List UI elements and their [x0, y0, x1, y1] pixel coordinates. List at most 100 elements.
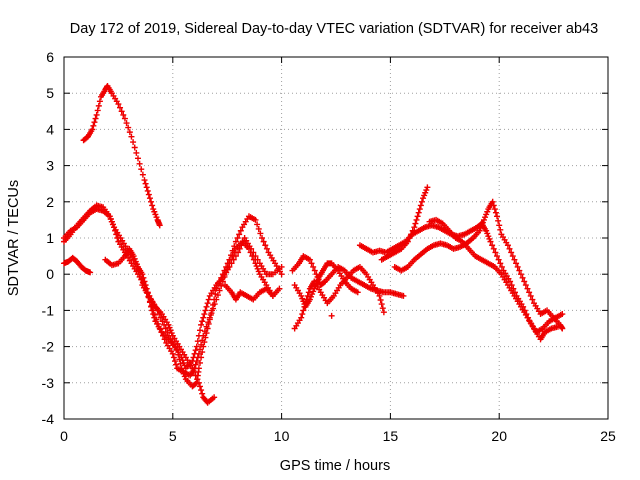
data-point	[400, 292, 407, 299]
data-point	[121, 115, 128, 122]
data-point	[151, 314, 158, 321]
data-point	[216, 287, 223, 294]
data-point	[300, 307, 307, 314]
data-point	[504, 242, 511, 249]
data-point	[173, 361, 180, 368]
data-point	[404, 238, 411, 245]
x-tick-label: 20	[491, 428, 507, 444]
data-point	[278, 263, 285, 270]
data-point	[167, 327, 174, 334]
data-point	[115, 101, 122, 108]
y-tick-label: -1	[42, 302, 55, 318]
data-point	[130, 139, 137, 146]
data-point	[94, 107, 101, 114]
data-point	[170, 354, 177, 361]
data-point	[149, 307, 156, 314]
data-point	[306, 256, 313, 263]
data-point	[120, 111, 127, 118]
data-point	[199, 349, 206, 356]
data-point	[189, 365, 196, 372]
data-point	[193, 343, 200, 350]
data-point	[321, 279, 328, 286]
data-point	[231, 243, 238, 250]
data-point	[112, 227, 119, 234]
chart-title: Day 172 of 2019, Sidereal Day-to-day VTE…	[70, 21, 598, 37]
data-point	[144, 187, 151, 194]
data-point	[309, 291, 316, 298]
data-point	[150, 206, 157, 213]
data-point	[250, 249, 257, 256]
data-point	[133, 261, 140, 268]
data-point	[507, 278, 514, 285]
data-point	[168, 330, 175, 337]
data-point	[484, 230, 491, 237]
data-point	[214, 292, 221, 299]
data-point	[479, 219, 486, 226]
data-point	[477, 225, 484, 232]
data-point	[238, 242, 245, 249]
data-point	[195, 379, 202, 386]
data-point	[190, 354, 197, 361]
data-point	[306, 296, 313, 303]
series-track-m	[378, 184, 431, 263]
data-point	[514, 263, 521, 270]
data-point	[513, 260, 520, 267]
data-point	[128, 133, 135, 140]
data-point	[492, 249, 499, 256]
data-point	[164, 329, 171, 336]
data-point	[483, 211, 490, 218]
data-point	[483, 227, 490, 234]
axis-ticks: 0 5 10 15 20 25 -4 -3 -2 -1 0 1 2 3 4 5 6	[42, 49, 616, 444]
data-point	[257, 230, 264, 237]
data-point	[254, 256, 261, 263]
series-track-g	[222, 282, 283, 303]
data-point	[415, 209, 422, 216]
y-tick-label: 0	[46, 266, 54, 282]
y-tick-label: 2	[46, 194, 54, 210]
data-point	[300, 298, 307, 305]
data-point	[489, 198, 496, 205]
data-point	[90, 122, 97, 129]
data-point	[91, 119, 98, 126]
data-point	[254, 221, 261, 228]
data-point	[524, 285, 531, 292]
data-point	[131, 144, 138, 151]
data-point	[252, 253, 259, 260]
data-point	[123, 120, 130, 127]
data-point	[199, 390, 206, 397]
series-track-o	[426, 216, 561, 343]
data-point	[254, 265, 261, 272]
data-point	[148, 198, 155, 205]
data-point	[201, 311, 208, 318]
data-point	[494, 213, 501, 220]
data-point	[136, 160, 143, 167]
data-point	[408, 231, 415, 238]
data-point	[200, 343, 207, 350]
data-point	[308, 260, 315, 267]
data-point	[423, 187, 430, 194]
data-point	[152, 211, 159, 218]
data-point	[559, 311, 566, 318]
series-track-i	[289, 253, 407, 299]
data-point	[205, 320, 212, 327]
data-point	[422, 189, 429, 196]
data-point	[204, 325, 211, 332]
data-point	[237, 227, 244, 234]
y-tick-label: 5	[46, 85, 54, 101]
data-point	[259, 235, 266, 241]
data-point	[166, 324, 173, 331]
data-point	[195, 365, 202, 372]
data-point	[497, 260, 504, 267]
data-point	[93, 111, 100, 118]
data-point	[491, 206, 498, 213]
data-point	[421, 192, 428, 199]
data-point	[409, 227, 416, 234]
data-point	[262, 242, 269, 249]
series-track-l	[356, 220, 566, 336]
x-tick-label: 25	[600, 428, 616, 444]
data-point	[108, 218, 115, 225]
data-point	[200, 314, 207, 321]
data-point	[198, 321, 205, 328]
data-point	[494, 253, 501, 260]
